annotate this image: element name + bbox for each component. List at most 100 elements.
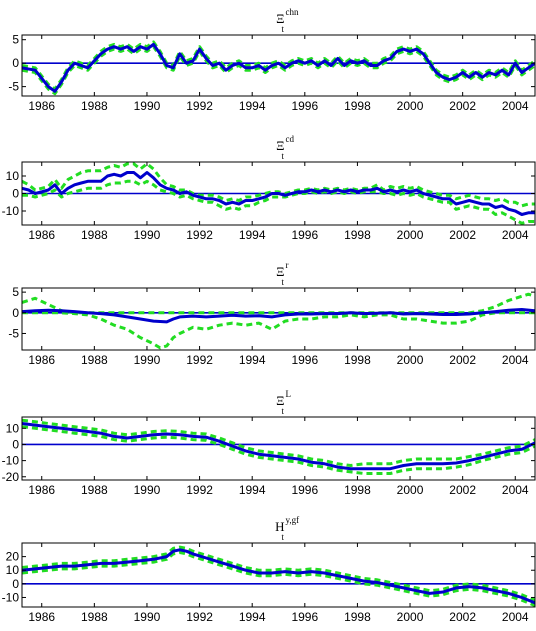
x-tick-label: 1986: [28, 228, 55, 242]
series-estimate: [22, 171, 535, 216]
axes-frame: [21, 416, 536, 481]
series-band-lower: [22, 311, 535, 350]
x-tick-label: 1990: [134, 483, 161, 497]
title-subscript: t: [282, 24, 285, 34]
x-tick-label: 1986: [28, 610, 55, 624]
x-tick-label: 2004: [502, 610, 529, 624]
x-tick-label: 1994: [239, 610, 266, 624]
x-tick-label: 2000: [397, 483, 424, 497]
x-tick-label: 1990: [134, 353, 161, 367]
x-tick-label: 1998: [344, 483, 371, 497]
y-tick-label: -5: [8, 80, 19, 94]
x-tick-label: 1998: [344, 610, 371, 624]
x-tick-label: 1994: [239, 99, 266, 113]
series-band-lower: [22, 551, 535, 607]
x-tick-label: 1998: [344, 228, 371, 242]
x-tick-label: 2002: [449, 483, 476, 497]
panel-title: Ξ Lt: [276, 389, 291, 416]
x-tick-label: 1994: [239, 483, 266, 497]
x-tick-label: 2000: [397, 228, 424, 242]
x-tick-label: 1996: [291, 353, 318, 367]
title-superscript: chn: [286, 7, 299, 17]
title-main: H: [275, 519, 284, 534]
x-tick-label: 1996: [291, 228, 318, 242]
x-tick-label: 1990: [134, 99, 161, 113]
y-tick-label: 20: [6, 550, 20, 564]
series-band-upper: [22, 545, 535, 602]
title-superscript: cd: [286, 134, 295, 144]
x-tick-label: 2002: [449, 228, 476, 242]
series-estimate: [22, 422, 535, 471]
y-tick-label: 0: [12, 577, 19, 591]
title-subscript: t: [282, 532, 285, 542]
y-tick-label: 10: [6, 421, 20, 435]
x-tick-label: 2002: [449, 610, 476, 624]
series-band-lower: [22, 425, 535, 475]
series-band-upper: [22, 418, 535, 467]
title-subscript: t: [282, 151, 285, 161]
title-main: Ξ: [276, 264, 284, 279]
x-tick-label: 2000: [397, 99, 424, 113]
y-tick-label: 0: [12, 187, 19, 201]
x-tick-label: 1992: [186, 228, 213, 242]
x-tick-label: 2004: [502, 228, 529, 242]
x-tick-label: 1994: [239, 228, 266, 242]
title-superscript: r: [286, 260, 289, 270]
y-tick-label: -10: [2, 204, 20, 218]
title-superscript: y,gf: [286, 515, 300, 525]
x-tick-label: 2000: [397, 353, 424, 367]
y-tick-label: 10: [6, 169, 20, 183]
axes-frame: [21, 287, 536, 351]
y-tick-label: 5: [12, 285, 19, 299]
x-tick-label: 2002: [449, 353, 476, 367]
title-subscript: t: [282, 277, 285, 287]
x-tick-label: 1986: [28, 353, 55, 367]
series-band-lower: [22, 45, 535, 96]
y-tick-label: 0: [12, 56, 19, 70]
x-tick-label: 1986: [28, 99, 55, 113]
title-main: Ξ: [276, 11, 284, 26]
y-tick-label: 0: [12, 306, 19, 320]
series-band-upper: [22, 292, 535, 315]
x-tick-label: 1996: [291, 483, 318, 497]
x-tick-label: 2002: [449, 99, 476, 113]
series-band-upper: [22, 40, 535, 91]
x-tick-label: 1988: [81, 228, 108, 242]
series-band-lower: [22, 179, 535, 225]
x-tick-label: 1998: [344, 99, 371, 113]
title-superscript: L: [286, 389, 292, 399]
series-estimate: [22, 42, 535, 93]
y-tick-label: 0: [12, 437, 19, 451]
series-band-upper: [22, 162, 535, 208]
x-tick-label: 1992: [186, 353, 213, 367]
y-tick-label: 5: [12, 33, 19, 47]
title-main: Ξ: [276, 138, 284, 153]
title-main: Ξ: [276, 393, 284, 408]
axes-frame: [21, 542, 536, 608]
x-tick-label: 1998: [344, 353, 371, 367]
y-tick-label: -10: [2, 590, 20, 604]
panel-4: Ξ Lt 1986 1988 1990 1992 1994 1996 1998 2000 2002 2…: [2, 389, 536, 497]
x-tick-label: 1988: [81, 483, 108, 497]
x-tick-label: 1990: [134, 610, 161, 624]
y-tick-label: 10: [6, 563, 20, 577]
x-tick-label: 1996: [291, 610, 318, 624]
x-tick-label: 1992: [186, 99, 213, 113]
series-estimate: [22, 308, 535, 324]
x-tick-label: 1994: [239, 353, 266, 367]
y-tick-label: -5: [8, 326, 19, 340]
y-tick-label: -20: [2, 470, 20, 484]
x-tick-label: 1988: [81, 353, 108, 367]
x-tick-label: 1986: [28, 483, 55, 497]
axes-frame: [21, 34, 536, 97]
x-tick-label: 2004: [502, 99, 529, 113]
title-subscript: t: [282, 406, 285, 416]
